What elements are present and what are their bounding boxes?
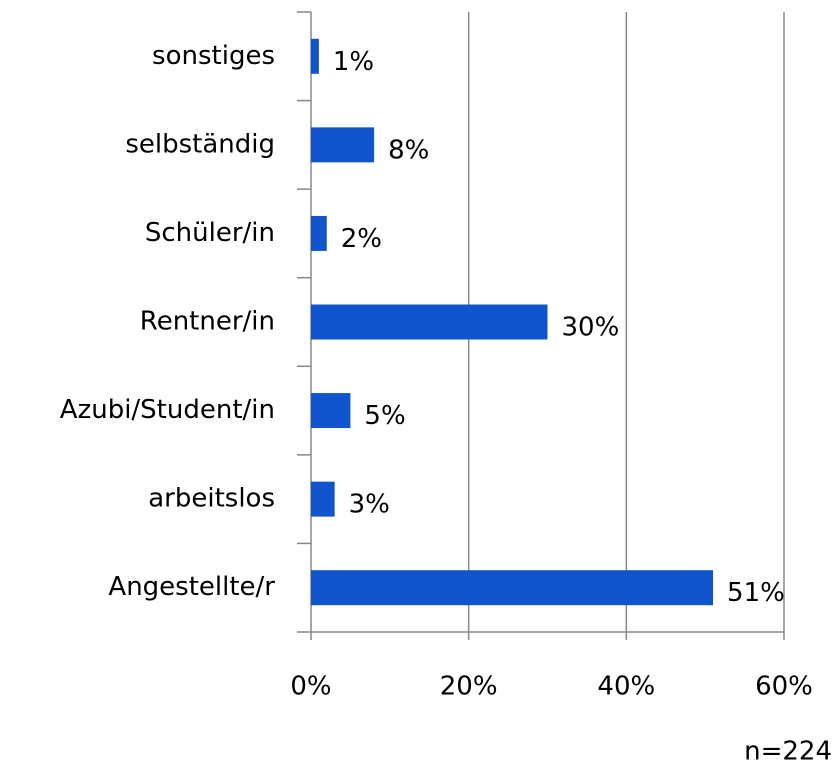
bar (311, 215, 327, 251)
y-tick-label: Schüler/in (145, 218, 275, 248)
data-label: 51% (727, 578, 785, 608)
y-tick-label: selbständig (125, 129, 275, 159)
bar (311, 38, 319, 74)
bar (311, 570, 714, 606)
x-tick-label: 40% (597, 672, 655, 702)
y-tick-label: Rentner/in (140, 307, 275, 337)
data-label: 5% (364, 401, 405, 431)
y-tick-label: Azubi/Student/in (60, 395, 275, 425)
y-tick-label: arbeitslos (148, 484, 275, 514)
data-label: 30% (562, 313, 620, 343)
x-tick-label: 20% (440, 672, 498, 702)
bar (311, 127, 375, 163)
y-tick-label: sonstiges (152, 41, 275, 71)
sample-size-note: n=224 (744, 737, 832, 767)
data-label: 2% (341, 224, 382, 254)
bar (311, 393, 351, 429)
bar (311, 481, 335, 517)
data-label: 1% (333, 47, 374, 77)
data-label: 8% (388, 135, 429, 165)
data-label: 3% (349, 490, 390, 520)
x-tick-label: 0% (290, 672, 331, 702)
bar (311, 304, 548, 340)
x-tick-label: 60% (755, 672, 813, 702)
y-tick-label: Angestellte/r (108, 572, 275, 602)
